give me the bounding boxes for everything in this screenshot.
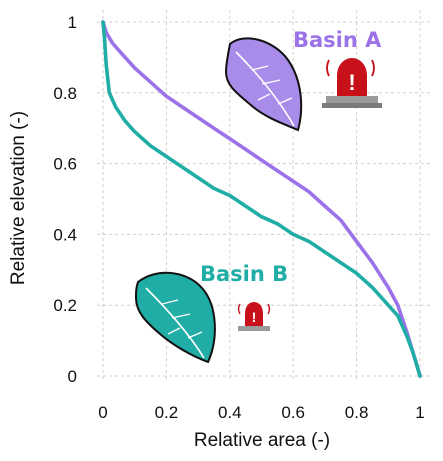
y-tick-label: 0.8: [53, 84, 77, 103]
basin-a-siren-icon: !: [322, 58, 382, 108]
y-tick-label: 0.6: [53, 155, 77, 174]
basin-b-siren-icon: !: [237, 302, 271, 331]
y-tick-label: 0: [68, 367, 77, 386]
y-tick-label: 0.2: [53, 296, 77, 315]
x-tick-label: 0: [98, 403, 107, 422]
basin-b-leaf-icon: [134, 271, 216, 364]
basin-a-annotation: ! Basin A: [224, 28, 382, 132]
series-line-basin-a: [101, 20, 422, 378]
y-tick-label: 1: [68, 13, 77, 32]
y-axis-title: Relative elevation (-): [8, 111, 29, 285]
x-tick-label: 0.4: [218, 403, 242, 422]
basin-b-annotation: ! Basin B: [134, 262, 288, 364]
basin-a-label: Basin A: [293, 28, 382, 52]
tick-labels: 0 0.2 0.4 0.6 0.8 1 0 0.2 0.4 0.6 0.8 1: [53, 13, 424, 422]
series-layer: [101, 20, 422, 378]
basin-a-leaf-icon: [224, 37, 303, 132]
y-tick-label: 0.4: [53, 225, 77, 244]
x-tick-label: 0.2: [155, 403, 179, 422]
svg-text:!: !: [252, 309, 257, 325]
basin-b-label: Basin B: [200, 262, 288, 286]
x-tick-label: 0.6: [281, 403, 305, 422]
svg-text:!: !: [348, 70, 355, 95]
x-tick-label: 1: [415, 403, 424, 422]
x-axis-title: Relative area (-): [194, 430, 330, 451]
series-line-basin-b: [101, 20, 422, 378]
x-tick-label: 0.8: [345, 403, 369, 422]
